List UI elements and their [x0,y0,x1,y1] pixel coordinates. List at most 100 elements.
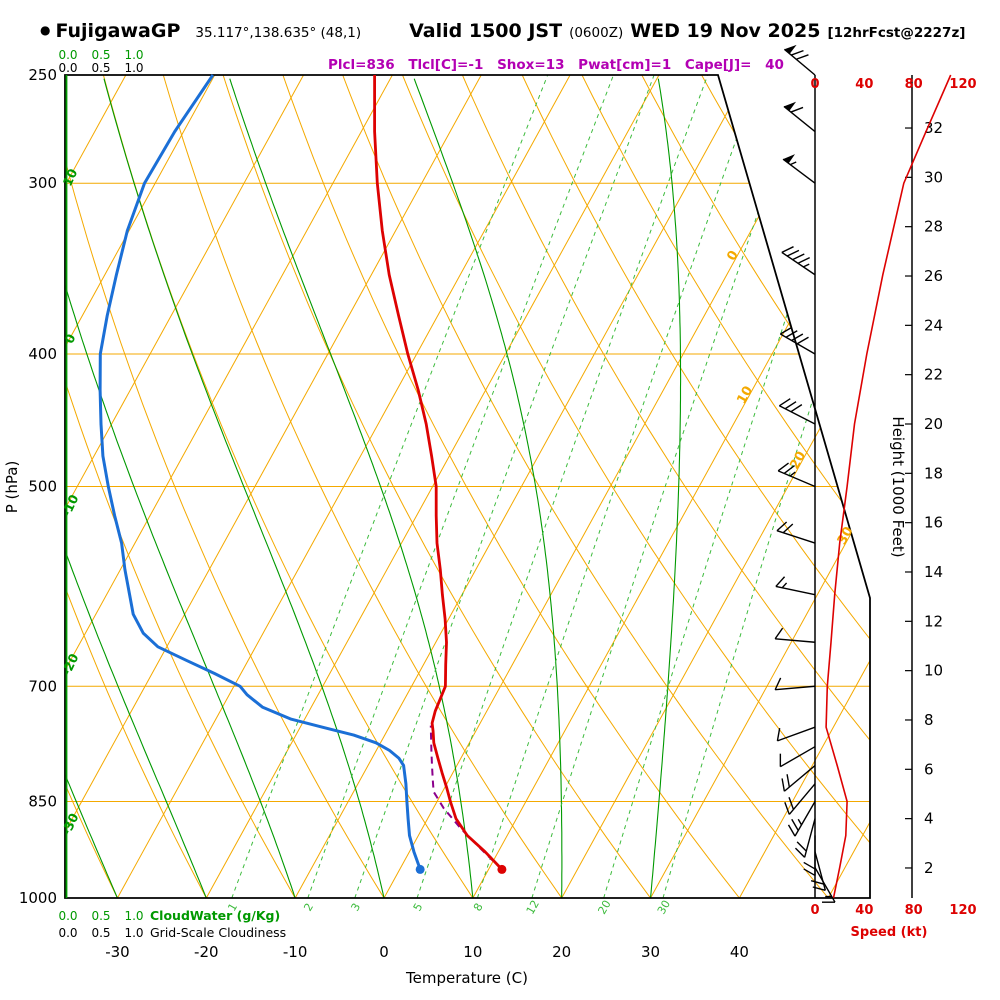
temp-tick-label: 0 [379,943,389,961]
wind-barb [810,851,827,892]
wind-barb [775,576,816,596]
isotherm-line [650,75,870,898]
pressure-tick-label: 250 [28,66,57,84]
station-coords: 35.117°,138.635° (48,1) [195,25,362,41]
moist-adiabat-line [65,78,207,898]
temp-tick-label: -10 [283,943,308,961]
isotherm-value-label: 10 [734,384,756,407]
height-tick-label: 20 [924,415,943,433]
dry-adiabat-line [65,75,296,898]
cloudiness-scale-label: 0.0 [58,61,77,75]
cloudiness-scale-label: 1.0 [124,926,143,940]
cloudwater-scale-label: 0.0 [58,909,77,923]
wind-barb [780,326,816,355]
mixing-ratio-value-label: 8 [471,901,486,914]
height-tick-label: 22 [924,366,943,384]
speed-axis-title: Speed (kt) [851,925,928,940]
cloudwater-scale-label: 1.0 [124,48,143,62]
isotherm-line [65,75,216,898]
mixing-ratio-value-label: 5 [411,901,426,914]
wind-barb [776,726,816,742]
cloudiness-axis-title: Grid-Scale Cloudiness [150,925,286,940]
surface-dewpoint-dot [415,864,425,874]
isotherm-line [117,75,571,898]
height-tick-label: 14 [924,563,943,581]
sounding-traces [98,74,507,874]
speed-tick-label: 0 [810,77,819,92]
dry-adiabat-line [521,75,870,898]
wind-barb [779,746,816,768]
isotherm-value-label: 0 [724,248,742,263]
height-tick-label: 26 [924,267,943,285]
wind-barb [777,462,816,488]
wind-barb [778,398,816,425]
cloudwater-scale-label: 0.0 [58,48,77,62]
wind-barb [781,246,816,276]
height-tick-label: 28 [924,218,943,236]
pressure-tick-label: 850 [28,793,57,811]
height-tick-label: 4 [924,810,934,828]
mixing-ratio-line [416,75,709,898]
dry-adiabat-line [282,75,740,898]
temp-tick-label: 40 [730,943,749,961]
station-bullet-icon: ● [40,23,51,37]
mixing-ratio-line [307,75,614,898]
wind-barb [782,154,816,184]
moist-adiabat-line [65,78,296,898]
mixing-ratio-line [231,75,549,898]
moist-adiabat-line [413,78,563,898]
wind-barb [776,521,816,544]
pressure-axis-title: P (hPa) [3,461,21,514]
moist-adiabat-value-label: -20 [58,651,81,678]
isotherm-line [827,75,870,898]
pressure-tick-label: 500 [28,478,57,496]
temp-tick-label: -30 [105,943,130,961]
temp-axis-title: Temperature (C) [405,969,528,987]
cloudiness-scale-label: 0.5 [91,926,110,940]
grid-moist-adiabats [65,78,682,898]
height-tick-label: 12 [924,612,943,630]
dry-adiabat-line [222,75,651,898]
speed-tick-label: 40 [855,903,873,918]
wind-speed-curve [825,74,952,899]
temp-tick-label: 30 [641,943,660,961]
speed-tick-label: 80 [905,77,923,92]
valid-time: Valid 1500 JST [409,20,563,42]
pressure-tick-label: 400 [28,345,57,363]
temperature-trace [373,75,503,871]
dry-adiabat-line [162,75,563,898]
cloudwater-scale-label: 1.0 [124,909,143,923]
background-grid [65,75,870,898]
wind-barb [774,677,816,691]
cloudwater-axis-title: CloudWater (g/Kg) [150,908,280,923]
mixing-ratio-value-label: 20 [595,898,613,917]
wind-barbs [774,44,836,903]
temp-tick-label: 20 [552,943,571,961]
cloudiness-scale-label: 1.0 [124,61,143,75]
temp-tick-label: 10 [463,943,482,961]
wind-barb [774,627,816,643]
dewpoint-trace [98,74,422,870]
speed-tick-label: 0 [810,903,819,918]
dry-adiabat-line [641,75,870,898]
moist-adiabat-line [103,78,385,898]
speed-tick-label: 80 [905,903,923,918]
wind-barb [814,867,836,903]
dry-adiabat-line [581,75,870,898]
mixing-ratio-value-label: 30 [655,898,673,917]
indices-line: Plcl=836 Tlcl[C]=-1 Shox=13 Pwat[cm]=1 C… [328,57,784,73]
wind-barb [803,835,816,877]
moist-adiabat-value-label: -10 [58,492,81,519]
height-tick-label: 2 [924,859,934,877]
isotherm-line [65,75,304,898]
dry-adiabat-line [65,75,385,898]
height-tick-label: 18 [924,464,943,482]
moist-adiabat-value-label: 10 [59,166,80,188]
mixing-ratio-line [476,75,760,898]
height-tick-label: 24 [924,316,943,334]
station-name: FujigawaGP [55,20,181,42]
wind-barb [781,764,816,792]
wind-barb [783,101,816,133]
